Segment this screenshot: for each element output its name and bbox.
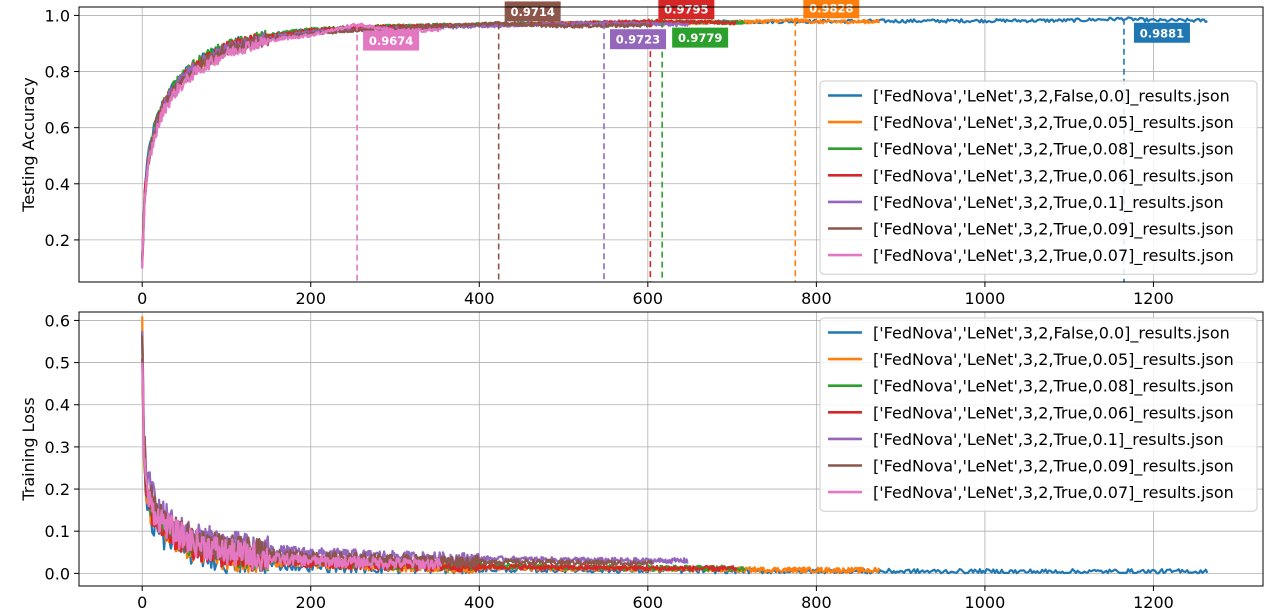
x-tick-label: 0 <box>137 593 147 612</box>
best-label-box <box>363 30 420 51</box>
series-lines <box>141 316 1209 575</box>
legend-label: ['FedNova','LeNet',3,2,True,0.06]_result… <box>873 403 1234 423</box>
y-tick-label: 0.2 <box>45 480 70 499</box>
ticks: 0 200 400 600 800 1000 1200 0.2 0.4 0.6 0.8 1.0 <box>45 6 1174 308</box>
axes-frame <box>78 6 1264 283</box>
series-line <box>141 22 442 269</box>
x-tick-label: 400 <box>464 593 495 612</box>
best-label: 0.9828 <box>809 2 853 16</box>
y-tick-label: 0.0 <box>45 564 70 583</box>
loss-panel: 0 200 400 600 800 1000 1200 0.0 0.1 0.2 0.3 0.4 0.5 0… <box>19 311 1264 612</box>
x-tick-label: 600 <box>633 289 664 308</box>
x-tick-label: 1000 <box>965 593 1006 612</box>
legend-label: ['FedNova','LeNet',3,2,True,0.09]_result… <box>873 457 1234 477</box>
y-tick-label: 0.4 <box>45 175 70 194</box>
y-axis-title: Testing Accuracy <box>19 77 38 212</box>
x-tick-label: 1200 <box>1133 289 1174 308</box>
legend: ['FedNova','LeNet',3,2,False,0.0]_result… <box>819 317 1258 512</box>
legend-label: ['FedNova','LeNet',3,2,False,0.0]_result… <box>873 87 1230 107</box>
x-tick-label: 800 <box>801 289 832 308</box>
legend-label: ['FedNova','LeNet',3,2,True,0.06]_result… <box>873 166 1234 186</box>
best-label: 0.9795 <box>664 3 708 17</box>
legend-label: ['FedNova','LeNet',3,2,True,0.07]_result… <box>873 246 1234 266</box>
x-tick-label: 600 <box>633 593 664 612</box>
x-tick-label: 1000 <box>965 289 1006 308</box>
best-annotations: 0.9881 0.9828 0.9779 0.9795 0.9723 0.9714 0.96… <box>356 0 1190 282</box>
x-tick-label: 200 <box>295 289 326 308</box>
best-label-box <box>672 27 729 48</box>
legend-label: ['FedNova','LeNet',3,2,True,0.08]_result… <box>873 140 1234 160</box>
y-axis-title: Training Loss <box>19 397 38 501</box>
best-label-box <box>658 0 715 20</box>
x-tick-label: 200 <box>295 593 326 612</box>
legend-label: ['FedNova','LeNet',3,2,True,0.08]_result… <box>873 377 1234 397</box>
legend-label: ['FedNova','LeNet',3,2,True,0.05]_result… <box>873 350 1234 370</box>
y-tick-label: 0.1 <box>45 522 70 541</box>
accuracy-panel: 0.9881 0.9828 0.9779 0.9795 0.9723 0.9714 0.96… <box>19 0 1264 308</box>
x-tick-label: 800 <box>801 593 832 612</box>
legend-label: ['FedNova','LeNet',3,2,True,0.05]_result… <box>873 113 1234 133</box>
legend-box <box>819 317 1258 512</box>
legend-label: ['FedNova','LeNet',3,2,True,0.1]_results… <box>873 193 1224 213</box>
legend-label: ['FedNova','LeNet',3,2,True,0.1]_results… <box>873 430 1224 450</box>
y-tick-label: 0.2 <box>45 231 70 250</box>
best-label: 0.9723 <box>616 33 660 47</box>
best-label: 0.9714 <box>510 5 554 19</box>
legend-label: ['FedNova','LeNet',3,2,False,0.0]_result… <box>873 324 1230 344</box>
series-line <box>141 362 443 572</box>
y-tick-label: 0.8 <box>45 63 70 82</box>
legend-box <box>819 80 1258 275</box>
best-label-box <box>803 0 860 19</box>
best-label: 0.9881 <box>1140 26 1184 40</box>
best-label-box <box>504 1 561 22</box>
x-tick-label: 0 <box>137 289 147 308</box>
y-tick-label: 0.6 <box>45 119 70 138</box>
ticks: 0 200 400 600 800 1000 1200 0.0 0.1 0.2 0.3 0.4 0.5 0… <box>45 311 1174 612</box>
series-lines <box>141 16 1208 269</box>
y-tick-label: 0.4 <box>45 396 70 415</box>
y-tick-label: 0.6 <box>45 311 70 330</box>
best-label: 0.9674 <box>369 34 413 48</box>
legend: ['FedNova','LeNet',3,2,False,0.0]_result… <box>819 80 1258 275</box>
y-tick-label: 0.5 <box>45 354 70 373</box>
x-tick-label: 1200 <box>1133 593 1174 612</box>
legend-label: ['FedNova','LeNet',3,2,True,0.07]_result… <box>873 483 1234 503</box>
axes-frame <box>78 311 1264 587</box>
y-tick-label: 1.0 <box>45 6 70 25</box>
best-label: 0.9779 <box>678 31 722 45</box>
x-tick-label: 400 <box>464 289 495 308</box>
y-tick-label: 0.3 <box>45 438 70 457</box>
best-label-box <box>1133 22 1190 43</box>
best-label-box <box>610 29 667 50</box>
legend-label: ['FedNova','LeNet',3,2,True,0.09]_result… <box>873 220 1234 240</box>
